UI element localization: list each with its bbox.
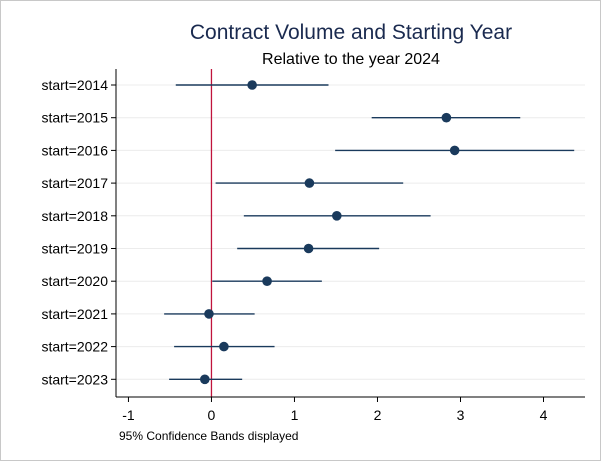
y-tick-label: start=2023 [41,371,108,387]
chart-subtitle: Relative to the year 2024 [262,51,440,68]
x-tick-labels: -1 0 1 2 3 4 [122,407,547,423]
point-estimate [200,374,210,385]
x-tick-label: -1 [122,407,135,423]
y-tick-label: start=2015 [41,110,108,126]
point-estimate [247,80,257,90]
chart-title: Contract Volume and Starting Year [190,21,512,44]
y-tick-label: start=2022 [41,339,108,355]
point-estimate [332,211,342,221]
axes [111,69,585,402]
x-tick-label: 4 [540,407,548,423]
y-tick-label: start=2016 [41,142,108,158]
y-tick-label: start=2014 [41,77,108,93]
chart-note: 95% Confidence Bands displayed [119,429,298,443]
y-tick-label: start=2021 [41,306,108,322]
x-tick-label: 2 [374,407,382,423]
y-tick-label: start=2019 [41,241,108,257]
y-tick-label: start=2018 [41,208,108,224]
point-estimate [304,178,315,188]
x-tick-label: 0 [208,407,216,423]
point-estimate [204,309,214,319]
y-tick-labels: start=2014 start=2015 start=2016 start=2017… [41,77,108,387]
point-estimate [219,341,229,352]
y-tick-label: start=2020 [41,273,108,289]
y-tick-label: start=2017 [41,175,108,191]
point-estimate [449,145,460,156]
point-estimate [262,276,272,287]
point-estimates [200,80,460,385]
gridlines [116,84,585,380]
x-tick-label: 1 [291,407,299,423]
x-tick-label: 3 [457,407,465,423]
point-estimate [303,243,314,254]
confidence-bands [164,84,575,380]
point-estimate [441,112,452,123]
